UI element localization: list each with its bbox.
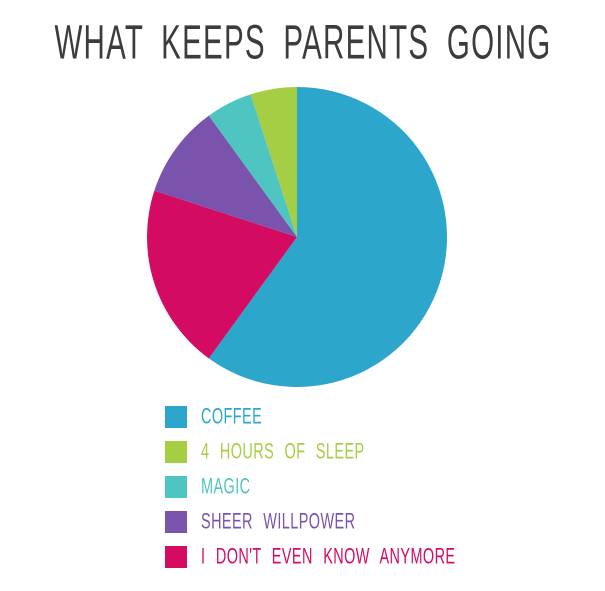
pie-slice-magic [208, 94, 297, 237]
pie-chart-svg [147, 87, 447, 387]
legend-item-1: 4 HOURS OF SLEEP [165, 439, 500, 464]
legend-swatch [165, 441, 187, 463]
legend: COFFEE 4 HOURS OF SLEEP MAGIC SHEER WILLPOW… [165, 404, 500, 581]
pie-slice-sheer-willpower [154, 115, 297, 237]
legend-item-3: SHEER WILLPOWER [165, 509, 500, 534]
legend-label: MAGIC [201, 474, 251, 499]
legend-label: SHEER WILLPOWER [201, 509, 356, 534]
legend-swatch [165, 546, 187, 568]
pie-slice-i-don-t-even-know-anymore [147, 190, 297, 359]
legend-label: COFFEE [201, 404, 263, 429]
legend-item-0: COFFEE [165, 404, 500, 429]
pie-chart [147, 87, 447, 387]
legend-swatch [165, 406, 187, 428]
legend-label: I DON'T EVEN KNOW ANYMORE [201, 544, 456, 569]
pie-slice-coffee [208, 87, 447, 387]
legend-swatch [165, 511, 187, 533]
pie-slice-4-hours-of-sleep [250, 87, 297, 237]
legend-item-2: MAGIC [165, 474, 500, 499]
legend-item-4: I DON'T EVEN KNOW ANYMORE [165, 544, 500, 569]
chart-title: WHAT KEEPS PARENTS GOING [54, 14, 552, 70]
legend-label: 4 HOURS OF SLEEP [201, 439, 365, 464]
legend-swatch [165, 476, 187, 498]
